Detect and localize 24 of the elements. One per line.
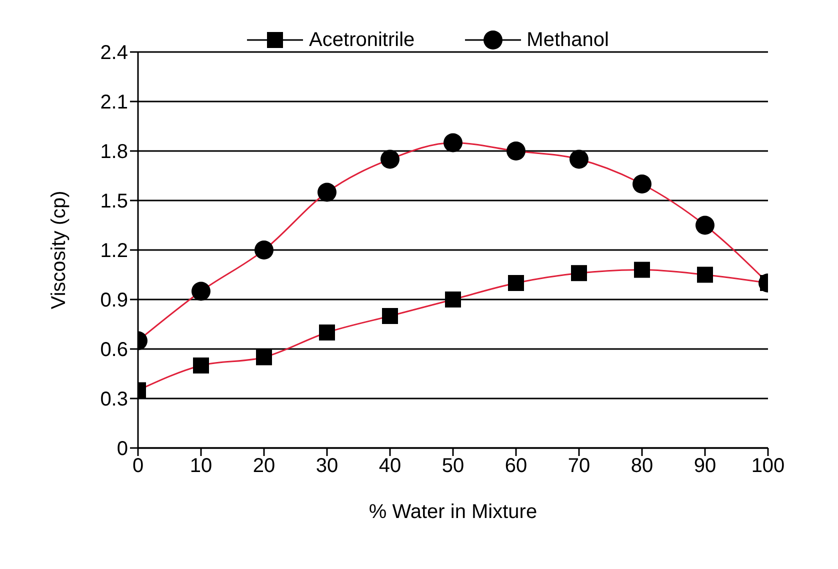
y-tick-label: 0.9 — [100, 290, 128, 312]
x-tick-label: 80 — [630, 455, 654, 478]
x-tick-label: 10 — [190, 455, 212, 478]
y-axis-title: Viscosity (cp) — [48, 190, 70, 310]
y-tick-label: 1.2 — [100, 240, 128, 262]
y-tick-label: 0.6 — [100, 339, 128, 362]
x-tick-label: 90 — [694, 455, 716, 478]
x-axis-title: % Water in Mixture — [368, 501, 538, 523]
x-tick-label: 100 — [751, 455, 785, 478]
x-tick-label: 70 — [568, 455, 590, 478]
x-tick-label: 60 — [504, 455, 528, 478]
x-tick-label: 30 — [316, 455, 338, 478]
y-tick-label: 0.3 — [100, 388, 128, 411]
y-tick-label: 1.8 — [100, 141, 128, 164]
x-tick-label: 50 — [442, 455, 464, 478]
x-tick-label: 40 — [378, 455, 402, 478]
y-tick-label: 2.1 — [100, 92, 128, 114]
x-tick-label: 0 — [132, 455, 144, 478]
y-tick-label: 0 — [116, 438, 128, 460]
legend-label: Methanol — [526, 28, 609, 52]
y-tick-label: 2.4 — [100, 42, 128, 64]
x-tick-label: 20 — [252, 455, 276, 478]
y-tick-label: 1.5 — [100, 190, 128, 213]
legend-label: Acetronitrile — [309, 28, 415, 52]
